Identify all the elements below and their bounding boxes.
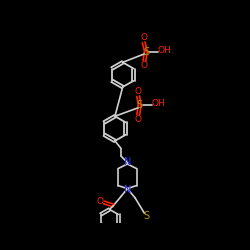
Text: O: O — [140, 33, 147, 42]
Text: OH: OH — [158, 46, 172, 54]
Text: S: S — [137, 100, 143, 110]
Text: S: S — [143, 211, 149, 221]
Text: O: O — [141, 61, 148, 70]
Text: O: O — [135, 87, 142, 96]
Text: O: O — [135, 115, 142, 124]
Text: O: O — [97, 197, 104, 206]
Text: N: N — [124, 185, 131, 195]
Text: N: N — [124, 158, 131, 168]
Text: OH: OH — [152, 100, 165, 108]
Text: S: S — [143, 46, 149, 56]
